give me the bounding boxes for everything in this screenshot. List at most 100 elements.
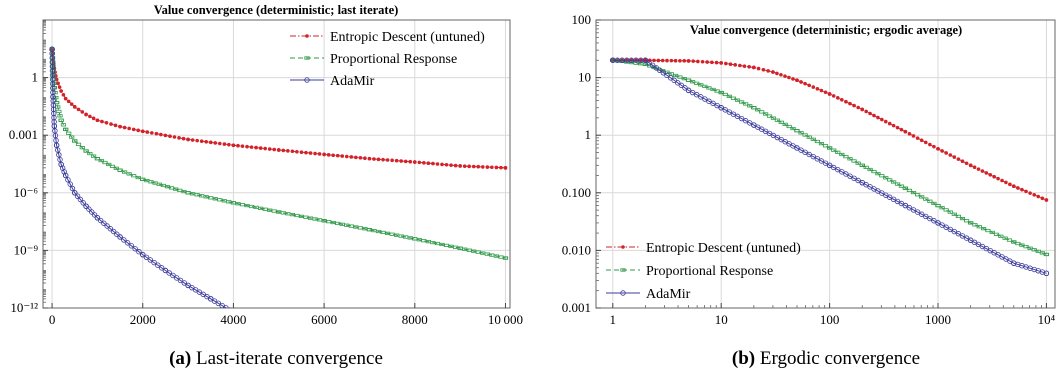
series-marker [309,151,313,155]
series-marker [977,167,981,171]
legend-entry: Proportional Response [290,52,457,67]
series-marker [164,134,168,138]
series-marker [173,135,177,139]
series-marker [864,110,868,114]
data-point [860,108,864,112]
series-marker [440,163,444,167]
series-marker [724,62,728,66]
chart-b-title: Value convergence (deterministic; ergodi… [690,23,962,37]
y-tick-label: 0.001 [9,127,38,142]
series-marker [916,136,920,140]
data-point [904,130,908,134]
series-marker [155,132,159,136]
series-marker [1000,179,1004,183]
series-marker [336,154,340,158]
y-tick-label: 10⁻⁶ [14,185,38,200]
series-marker [762,68,766,72]
y-tick-label: 10⁻¹² [10,300,38,315]
series-marker [729,62,733,66]
series-marker [912,134,916,138]
series-marker [80,110,84,114]
series-marker [427,161,431,165]
series-marker [254,323,259,328]
series-marker [418,161,422,165]
x-tick-label: 6000 [311,312,337,327]
series-marker [77,108,81,112]
data-point [118,125,122,129]
data-point [277,148,281,152]
series-marker [1016,186,1020,190]
series-marker [445,163,449,167]
data-point [59,89,63,93]
data-point [64,97,68,101]
chart-a-title: Value convergence (deterministic; last i… [154,3,399,17]
series-marker [472,165,476,169]
y-tick-label: 1 [32,70,39,85]
series-marker [787,76,791,80]
series-marker [372,157,376,161]
x-tick-label: 100 [820,312,840,327]
series-marker [62,93,66,97]
legend-marker [621,245,625,249]
series-marker [254,146,258,150]
series-marker [994,233,998,235]
series-marker [350,155,354,159]
series-marker [123,126,127,130]
series-marker [961,159,965,163]
data-point [59,119,63,121]
data-point [232,143,236,147]
series-2 [50,47,263,330]
series-marker [345,155,349,159]
x-tick-label: 8000 [402,312,428,327]
series-marker [986,229,990,231]
chart-panel-b: Value convergence (deterministic; ergodi… [562,12,1056,369]
data-point [458,164,462,168]
series-marker [836,96,840,100]
series-marker [981,169,985,173]
series-marker [701,60,705,64]
data-point [413,160,417,164]
series-marker [908,132,912,136]
series-marker [743,64,747,68]
data-point [322,153,326,157]
data-point [141,129,145,133]
series-marker [948,153,952,157]
series-marker [738,64,742,68]
series-marker [449,163,453,167]
series-marker [747,65,751,69]
series-marker [422,161,426,165]
series-marker [259,146,263,150]
series-marker [454,164,458,168]
series-marker [251,321,256,326]
series-marker [58,85,62,89]
series-marker [331,153,335,157]
series-marker [247,318,252,323]
series-marker [145,130,149,134]
series-marker [1020,188,1024,192]
data-point [504,166,508,170]
series-marker [213,141,217,145]
y-tick-label: 0.001 [562,300,591,315]
series-marker [227,143,231,147]
legend-entry: Entropic Descent (untuned) [290,30,485,45]
chart-a-legend: Entropic Descent (untuned) Proportional R… [290,30,485,89]
series-marker [486,165,490,169]
series-marker [775,72,779,76]
series-marker [840,98,844,102]
series-marker [766,69,770,73]
series-marker [476,165,480,169]
series-marker [381,158,385,162]
data-point [1045,198,1049,202]
y-tick-label: 10 [578,70,591,85]
legend-label: AdaMir [330,74,375,89]
series-marker [888,122,892,126]
series-marker [670,59,674,63]
x-tick-label: 10⁴ [1038,312,1056,327]
series-marker [268,147,272,151]
series-marker [880,118,884,122]
data-point [795,78,799,82]
series-marker [218,142,222,146]
legend-marker [305,34,309,38]
series-marker [665,59,669,63]
